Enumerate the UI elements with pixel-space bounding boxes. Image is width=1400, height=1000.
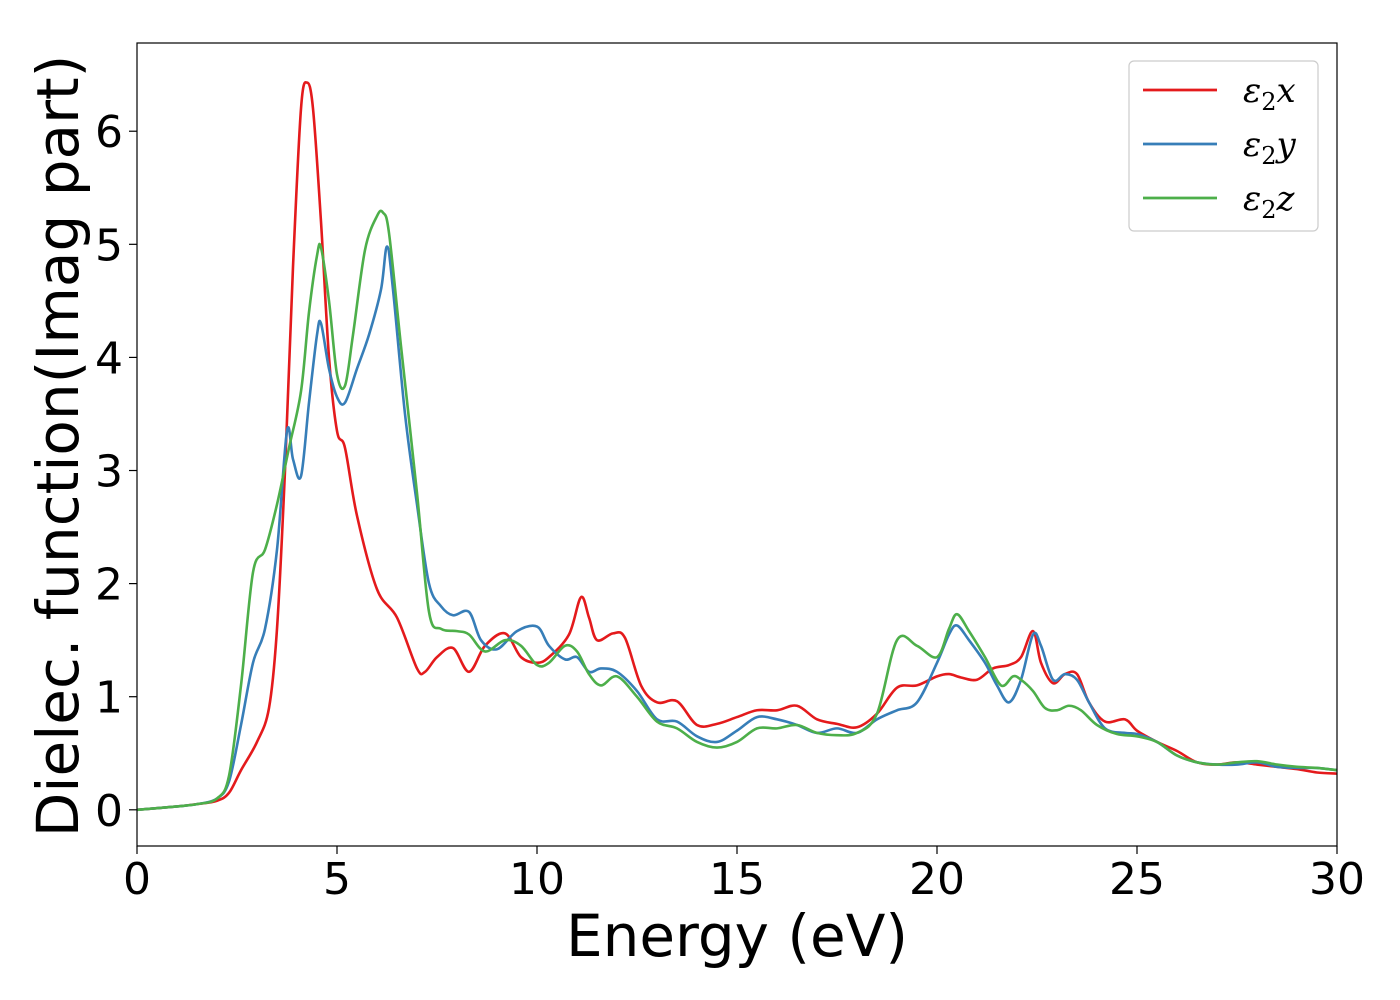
- series-layer: [137, 81, 1337, 812]
- series-line-z: [137, 209, 1337, 812]
- legend-box: [1128, 60, 1319, 232]
- legend-label-x: ε2x: [1243, 71, 1296, 116]
- legend-label-base: ε: [1243, 125, 1261, 165]
- y-tick-label: 5: [95, 220, 123, 271]
- y-axis-title: Dielec. function(Imag part): [24, 55, 92, 838]
- x-tick-label: 30: [1309, 854, 1365, 905]
- y-tick-label: 6: [95, 107, 123, 158]
- legend-label-var: y: [1275, 125, 1297, 165]
- y-axis: 0 1 2 3 4 5 6: [95, 107, 137, 837]
- x-tick-label: 15: [709, 854, 765, 905]
- y-tick-label: 4: [95, 333, 123, 384]
- legend-label-base: ε: [1243, 71, 1261, 111]
- legend-label-sub: 2: [1261, 142, 1276, 170]
- y-tick-label: 1: [95, 673, 123, 724]
- x-tick-label: 20: [909, 854, 965, 905]
- legend-label-var: x: [1277, 71, 1296, 111]
- x-tick-label: 10: [509, 854, 565, 905]
- x-axis: 0 5 10 15 20 25 30: [123, 846, 1365, 905]
- x-tick-label: 0: [123, 854, 151, 905]
- legend-label-base: ε: [1243, 179, 1261, 219]
- y-tick-label: 0: [95, 786, 123, 837]
- series-line-y: [137, 245, 1337, 812]
- legend-label-z: ε2z: [1243, 179, 1296, 224]
- y-tick-label: 3: [95, 447, 123, 498]
- legend-label-var: z: [1276, 179, 1296, 219]
- y-tick-label: 2: [95, 560, 123, 611]
- legend-label-y: ε2y: [1243, 125, 1297, 170]
- x-axis-title: Energy (eV): [566, 902, 908, 970]
- legend-label-sub: 2: [1261, 88, 1276, 116]
- legend-label-sub: 2: [1261, 196, 1276, 224]
- x-tick-label: 25: [1109, 854, 1165, 905]
- x-tick-label: 5: [323, 854, 351, 905]
